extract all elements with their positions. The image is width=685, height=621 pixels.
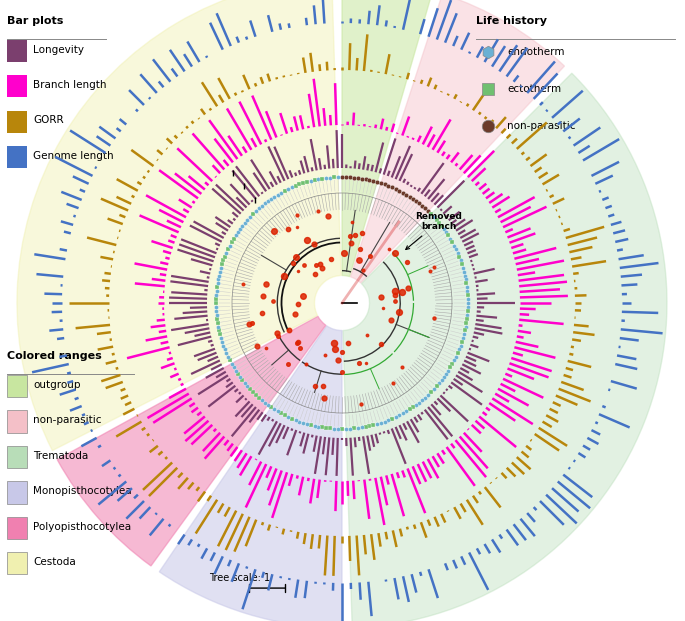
FancyBboxPatch shape [7, 75, 27, 97]
FancyBboxPatch shape [7, 111, 27, 133]
FancyBboxPatch shape [7, 40, 27, 62]
Text: Colored ranges: Colored ranges [7, 351, 101, 361]
FancyBboxPatch shape [7, 410, 27, 433]
Text: Longevity: Longevity [33, 45, 84, 55]
Wedge shape [160, 326, 342, 621]
Text: Genome length: Genome length [33, 151, 114, 161]
FancyBboxPatch shape [7, 146, 27, 168]
FancyBboxPatch shape [7, 375, 27, 397]
Wedge shape [343, 73, 667, 621]
Text: Life history: Life history [476, 16, 547, 25]
Text: Bar plots: Bar plots [7, 16, 63, 25]
Wedge shape [58, 316, 326, 566]
Text: endotherm: endotherm [507, 47, 564, 57]
Text: outgroup: outgroup [33, 380, 80, 390]
Wedge shape [17, 0, 341, 451]
Text: non-parasitic: non-parasitic [507, 121, 575, 131]
Text: ectotherm: ectotherm [507, 84, 561, 94]
Text: Polyopisthocotylea: Polyopisthocotylea [33, 522, 131, 532]
Text: Removed
branch: Removed branch [406, 212, 462, 250]
FancyBboxPatch shape [7, 446, 27, 468]
Text: Trematoda: Trematoda [33, 451, 88, 461]
Text: Monopisthocotylea: Monopisthocotylea [33, 486, 132, 496]
Text: non-parasitic: non-parasitic [33, 415, 101, 425]
FancyBboxPatch shape [7, 517, 27, 539]
Wedge shape [351, 0, 564, 283]
Text: Cestoda: Cestoda [33, 557, 75, 567]
Text: Tree scale: 1: Tree scale: 1 [209, 573, 270, 582]
Text: GORR: GORR [33, 116, 64, 125]
FancyBboxPatch shape [7, 552, 27, 574]
FancyBboxPatch shape [7, 481, 27, 504]
Text: Branch length: Branch length [33, 80, 106, 90]
Wedge shape [342, 0, 433, 276]
